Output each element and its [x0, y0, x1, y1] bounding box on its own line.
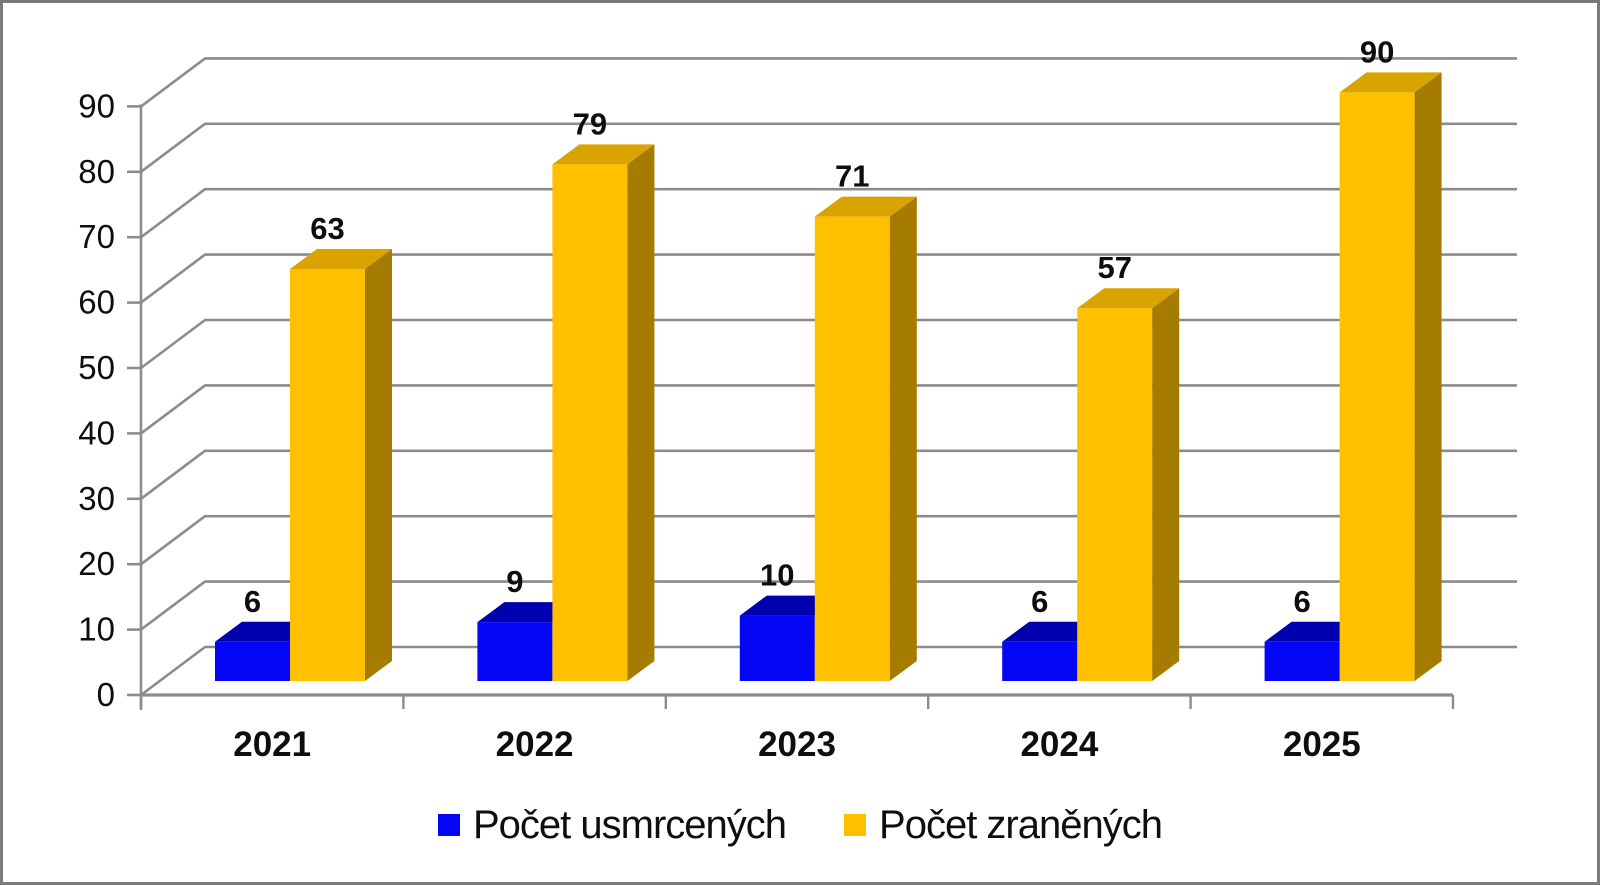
- bar-group-s1-2025: [1339, 72, 1442, 681]
- y-tick-label: 70: [78, 218, 115, 255]
- x-tick-label: 2023: [758, 725, 836, 764]
- value-label: 6: [244, 584, 261, 619]
- y-tick-labels: 0 10 20 30 40 50 60 70 80 90: [78, 87, 115, 713]
- value-label: 71: [835, 159, 869, 194]
- y-tick-label: 40: [78, 414, 115, 451]
- legend-item-zranenych: Počet zraněných: [844, 803, 1163, 847]
- bar-front: [1077, 308, 1153, 681]
- value-label: 57: [1097, 250, 1131, 285]
- y-axis: [127, 104, 143, 710]
- bar-group-s1-2021: [290, 248, 392, 682]
- y-tick-label: 30: [78, 480, 115, 517]
- value-label: 6: [1031, 584, 1048, 619]
- bar-front: [552, 164, 628, 682]
- bar-front: [1002, 641, 1078, 681]
- bar-top: [1077, 288, 1180, 309]
- bar-front: [290, 268, 365, 681]
- legend-label-zranenych: Počet zraněných: [879, 803, 1163, 847]
- bar-side: [1152, 288, 1180, 681]
- bar-group-s1-2023: [814, 196, 917, 681]
- value-label: 10: [760, 558, 794, 593]
- gridline: [140, 122, 1517, 173]
- legend-swatch-blue: [438, 814, 460, 836]
- bar-top: [1339, 72, 1442, 93]
- y-tick-label: 0: [97, 676, 115, 713]
- bar-front: [215, 641, 290, 681]
- value-labels: 6 63 9 79 10 71 6 57 6 90: [244, 34, 1394, 618]
- gridlines: [140, 57, 1517, 697]
- bar-top: [552, 144, 655, 165]
- x-tick-label: 2021: [233, 725, 311, 764]
- y-tick-label: 60: [78, 284, 115, 321]
- legend-swatch-gold: [844, 814, 867, 836]
- value-label: 79: [573, 106, 607, 141]
- value-label: 63: [310, 211, 344, 246]
- bar-front: [1264, 641, 1340, 681]
- bar-side: [1414, 72, 1442, 681]
- gridline: [140, 253, 1517, 304]
- bar-front: [739, 615, 815, 681]
- gridline: [140, 57, 1517, 108]
- value-label: 6: [1293, 584, 1310, 619]
- y-tick-label: 20: [78, 545, 115, 582]
- y-tick-label: 10: [78, 611, 115, 648]
- x-tick-labels: 2021 2022 2023 2024 2025: [233, 725, 1360, 764]
- value-label: 9: [506, 564, 523, 599]
- x-tick-label: 2022: [496, 725, 574, 764]
- bar-group-s1-2022: [552, 144, 655, 682]
- bar-front: [814, 216, 890, 681]
- bar-top: [290, 248, 392, 269]
- legend-item-usmrcenych: Počet usmrcených: [438, 803, 787, 847]
- legend: Počet usmrcených Počet zraněných: [3, 805, 1597, 845]
- y-tick-label: 80: [78, 153, 115, 190]
- bars: [215, 72, 1442, 682]
- bar-top: [814, 196, 917, 217]
- x-tick-label: 2024: [1020, 725, 1098, 764]
- x-axis: [139, 693, 1455, 709]
- bar-side: [365, 248, 392, 682]
- x-tick-label: 2025: [1283, 725, 1361, 764]
- bar-side: [627, 144, 655, 682]
- value-label: 90: [1360, 34, 1394, 69]
- y-tick-label: 90: [78, 87, 115, 124]
- bar-front: [1339, 92, 1415, 681]
- bar-front: [477, 622, 553, 681]
- legend-label-usmrcenych: Počet usmrcených: [473, 803, 787, 847]
- bar-group-s1-2024: [1077, 288, 1180, 681]
- bar-side: [889, 196, 917, 681]
- gridline: [140, 187, 1517, 239]
- y-tick-label: 50: [78, 349, 115, 386]
